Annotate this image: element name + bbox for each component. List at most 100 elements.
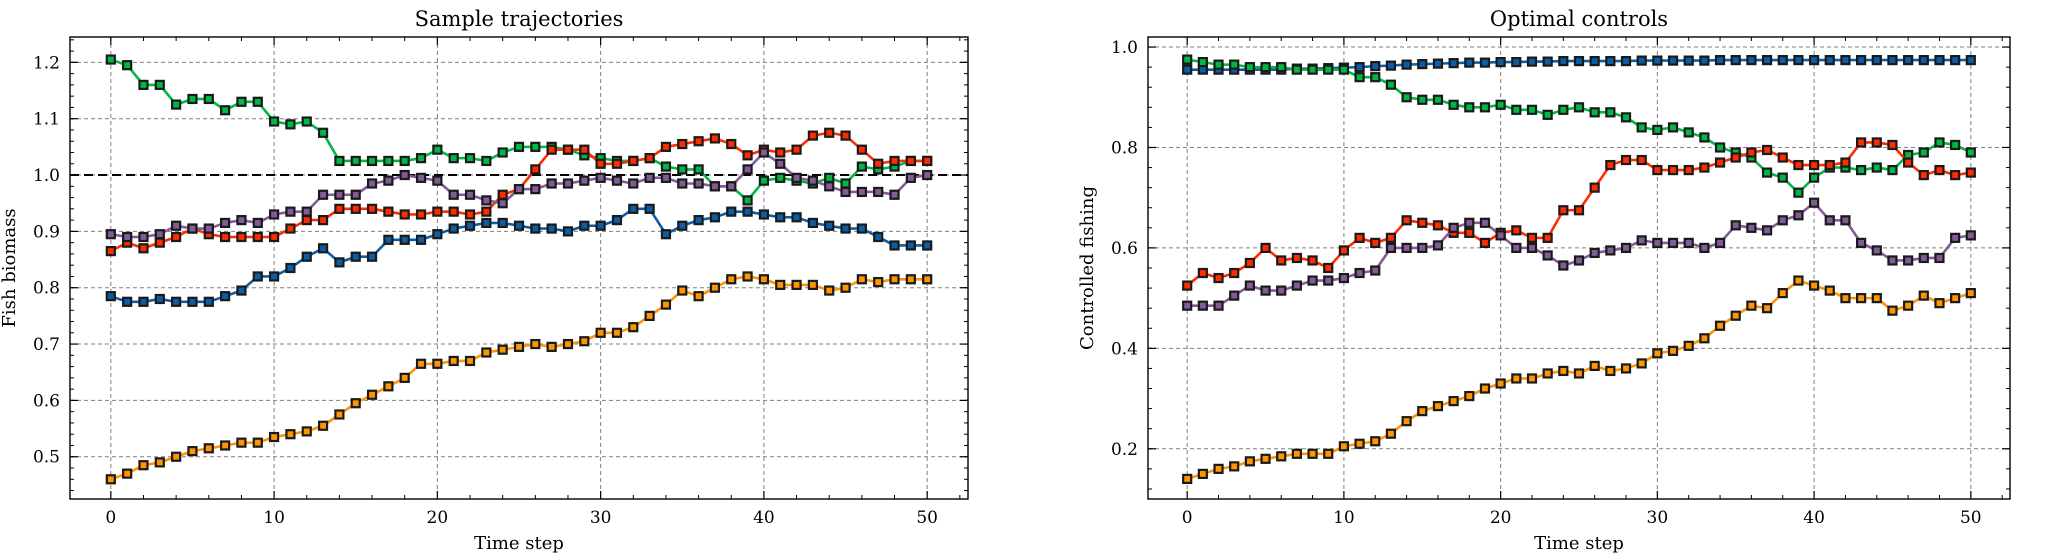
- data-point: [236, 215, 247, 226]
- data-point: [1276, 451, 1287, 462]
- data-point: [758, 274, 770, 285]
- data-point: [138, 79, 149, 90]
- data-point: [595, 220, 606, 231]
- data-point: [1354, 267, 1365, 279]
- chart-title: Optimal controls: [1490, 7, 1668, 31]
- data-point: [497, 147, 508, 158]
- data-point: [1934, 54, 1945, 66]
- data-point: [546, 178, 557, 189]
- data-point: [1464, 217, 1475, 228]
- data-point: [1276, 62, 1287, 73]
- data-point: [366, 203, 378, 214]
- data-point: [1840, 157, 1851, 168]
- data-point: [579, 336, 590, 347]
- data-point: [285, 223, 296, 234]
- data-point: [1526, 232, 1538, 243]
- data-point: [1950, 139, 1961, 151]
- data-point: [1871, 293, 1882, 304]
- data-point: [1464, 102, 1475, 113]
- data-point: [742, 164, 753, 175]
- data-point: [334, 155, 345, 167]
- data-point: [1589, 360, 1600, 372]
- data-point: [203, 223, 214, 234]
- data-point: [334, 203, 345, 214]
- data-point: [611, 175, 623, 186]
- data-point: [922, 155, 933, 167]
- data-point: [1197, 468, 1208, 479]
- data-point: [546, 341, 557, 352]
- data-point: [154, 293, 165, 305]
- data-point: [1667, 164, 1679, 176]
- data-point: [1526, 104, 1538, 115]
- data-point: [1950, 54, 1961, 66]
- data-point: [726, 206, 737, 217]
- data-point: [1699, 55, 1710, 66]
- data-point: [497, 198, 508, 209]
- data-point: [905, 240, 916, 251]
- data-point: [1338, 272, 1350, 284]
- data-point: [1918, 54, 1929, 66]
- data-point: [1667, 237, 1679, 248]
- data-point: [1667, 55, 1679, 66]
- data-point: [530, 184, 541, 195]
- data-point: [1244, 257, 1255, 269]
- data-point: [1338, 64, 1350, 75]
- data-point: [1197, 57, 1208, 68]
- data-point: [693, 215, 704, 226]
- data-point: [1385, 232, 1397, 243]
- data-point: [1464, 390, 1475, 402]
- data-point: [562, 144, 574, 155]
- data-point: [1182, 64, 1193, 75]
- data-point: [677, 178, 688, 189]
- data-point: [1448, 99, 1459, 110]
- data-point: [122, 468, 133, 479]
- data-point: [1464, 227, 1475, 238]
- data-point: [1636, 122, 1647, 133]
- data-point: [171, 296, 182, 307]
- data-point: [530, 223, 541, 234]
- data-point: [1307, 448, 1318, 459]
- data-point: [220, 105, 231, 116]
- data-point: [791, 279, 802, 291]
- data-point: [187, 223, 198, 234]
- data-point: [530, 164, 541, 175]
- data-point: [1354, 438, 1365, 449]
- data-point: [856, 144, 867, 155]
- data-point: [693, 136, 704, 147]
- data-point: [1385, 60, 1397, 71]
- data-point: [1730, 152, 1741, 163]
- data-point: [1573, 56, 1585, 67]
- data-point: [1761, 167, 1773, 178]
- data-point: [138, 243, 149, 254]
- data-point: [922, 240, 933, 251]
- data-point: [1573, 102, 1585, 113]
- data-point: [807, 175, 818, 186]
- data-point: [448, 223, 459, 234]
- data-point: [1401, 215, 1412, 226]
- data-point: [1401, 92, 1412, 103]
- x-tick-label: 50: [916, 508, 938, 528]
- data-point: [1934, 137, 1945, 148]
- data-point: [366, 251, 378, 262]
- data-point: [1714, 142, 1726, 153]
- data-point: [497, 217, 508, 229]
- data-point: [1370, 237, 1381, 248]
- data-point: [873, 231, 884, 243]
- data-point: [1276, 285, 1287, 296]
- data-point: [628, 178, 639, 189]
- data-point: [709, 282, 721, 293]
- data-point: [644, 310, 655, 321]
- data-point: [1824, 159, 1835, 171]
- data-point: [432, 358, 443, 369]
- data-point: [252, 437, 263, 448]
- data-point: [889, 155, 900, 167]
- data-point: [1950, 293, 1961, 304]
- data-point: [1652, 124, 1663, 136]
- data-point: [1589, 182, 1600, 193]
- data-point: [660, 172, 672, 183]
- data-point: [1244, 280, 1255, 291]
- data-point: [285, 262, 296, 274]
- data-point: [791, 212, 802, 223]
- data-point: [905, 172, 916, 183]
- data-point: [105, 245, 116, 257]
